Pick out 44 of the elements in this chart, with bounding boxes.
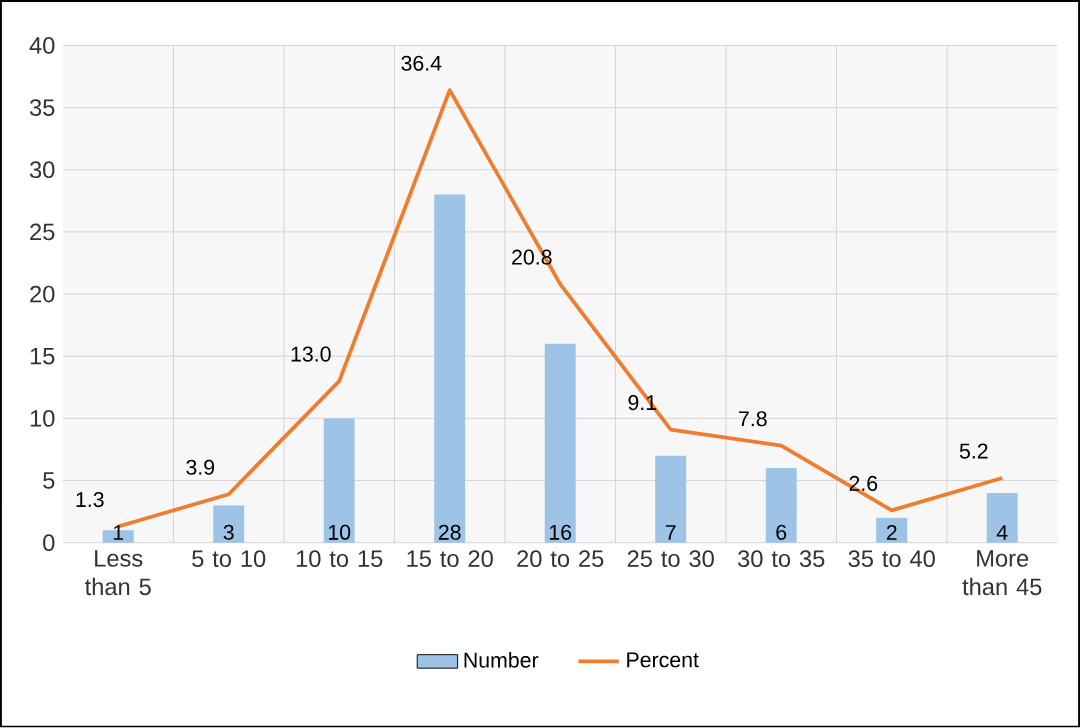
x-tick-label: 30 to 35 [738, 550, 825, 568]
data-label: 1 [113, 525, 124, 541]
x-tick-label: 5 to 10 [192, 550, 266, 568]
bar [765, 468, 797, 543]
x-tick-label: Less than 5 [84, 550, 151, 596]
bar [544, 343, 576, 543]
x-tick-label: 15 to 20 [407, 550, 493, 568]
y-tick-label: 35 [29, 99, 55, 117]
data-label: 1.3 [76, 492, 104, 508]
data-label: 13.0 [291, 346, 331, 362]
bar [323, 418, 355, 543]
legend-label: Number [464, 652, 539, 668]
y-tick-label: 15 [30, 348, 55, 365]
data-label: 10 [328, 524, 351, 541]
data-label: 36.4 [401, 55, 442, 71]
data-label: 6 [776, 524, 787, 541]
bar [876, 518, 908, 543]
data-label: 4 [996, 525, 1008, 541]
x-tick-label: 25 to 30 [627, 550, 714, 568]
data-label: 3.9 [186, 459, 215, 476]
y-tick-label: 5 [43, 472, 55, 489]
bar [986, 493, 1018, 543]
data-label: 28 [438, 524, 461, 541]
data-label: 7 [665, 525, 676, 541]
legend-label: Percent [627, 652, 699, 668]
y-tick-label: 0 [43, 534, 55, 552]
data-label: 2.6 [849, 476, 878, 492]
y-tick-label: 40 [29, 37, 55, 54]
y-tick-label: 25 [30, 223, 55, 241]
x-tick-label: More than 45 [962, 550, 1042, 596]
data-label: 7.8 [739, 411, 767, 427]
x-tick-label: 10 to 15 [296, 550, 383, 568]
data-label: 3 [223, 524, 234, 541]
data-label: 2 [886, 525, 897, 541]
bar [434, 194, 466, 543]
bar [655, 455, 687, 543]
data-label: 5.2 [959, 443, 988, 459]
y-tick-label: 20 [30, 285, 55, 303]
bar [213, 505, 245, 543]
data-label: 16 [549, 524, 572, 541]
x-tick-label: 35 to 40 [848, 550, 935, 568]
x-tick-label: 20 to 25 [517, 550, 604, 568]
y-tick-label: 30 [29, 161, 55, 179]
y-tick-label: 10 [30, 410, 55, 427]
